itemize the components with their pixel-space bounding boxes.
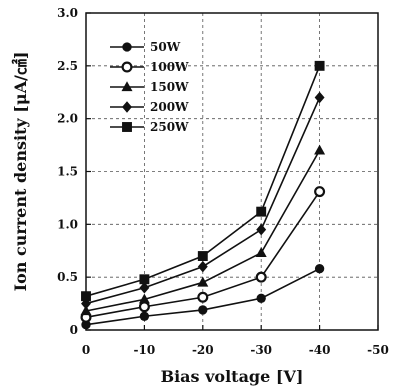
series-100w xyxy=(80,186,326,323)
y-tick-label: 2.5 xyxy=(57,59,78,73)
x-tick-label: -10 xyxy=(134,343,156,357)
legend-item-100w: 100W xyxy=(110,60,189,74)
legend: 50W 100W 150W 200W 250W xyxy=(110,40,189,134)
x-tick-label: -30 xyxy=(250,343,272,357)
data-point-diamond xyxy=(314,91,325,104)
legend-item-50w: 50W xyxy=(110,40,181,54)
legend-item-150w: 150W xyxy=(110,80,189,94)
y-tick-label: 1.5 xyxy=(57,165,78,179)
data-point-diamond xyxy=(122,101,132,113)
y-axis-title: Ion current density [μA/㎠] xyxy=(11,52,30,292)
series-250w xyxy=(81,60,325,302)
x-axis-title: Bias voltage [V] xyxy=(161,367,304,386)
data-point-triangle xyxy=(80,305,92,316)
legend-label: 250W xyxy=(150,120,189,134)
legend-item-200w: 200W xyxy=(110,100,189,114)
data-point-square xyxy=(81,291,91,302)
data-point-circle xyxy=(139,311,150,321)
x-tick-label: -50 xyxy=(367,343,389,357)
data-point-diamond xyxy=(197,260,208,273)
grid-lines xyxy=(86,13,378,330)
y-tick-label: 2.0 xyxy=(57,112,78,126)
y-tick-label: 0.5 xyxy=(57,270,78,284)
y-axis-ticks: 0 0.5 1.0 1.5 2.0 2.5 3.0 xyxy=(57,6,91,337)
legend-label: 150W xyxy=(150,80,189,94)
data-point-circle xyxy=(314,264,325,274)
data-point-circle xyxy=(122,42,132,52)
legend-label: 50W xyxy=(150,40,181,54)
x-tick-label: -20 xyxy=(192,343,214,357)
data-point-square xyxy=(139,274,150,285)
series-50w xyxy=(81,264,325,330)
y-tick-label: 3.0 xyxy=(57,6,78,20)
data-point-circle xyxy=(256,293,266,303)
data-point-open-circle xyxy=(255,271,267,283)
legend-label: 200W xyxy=(150,100,189,114)
data-point-open-circle xyxy=(197,291,209,303)
data-point-square xyxy=(122,122,132,132)
data-point-triangle xyxy=(197,276,209,287)
legend-item-250w: 250W xyxy=(110,120,189,134)
x-tick-label: 0 xyxy=(82,343,90,357)
data-point-circle xyxy=(81,320,91,330)
data-point-open-circle xyxy=(314,186,326,198)
data-point-open-circle xyxy=(121,61,133,73)
data-point-square xyxy=(197,251,208,261)
data-point-square xyxy=(256,206,267,217)
data-point-triangle xyxy=(138,293,150,304)
x-axis-ticks: 0 -10 -20 -30 -40 -50 xyxy=(82,325,389,357)
data-point-open-circle xyxy=(138,301,150,313)
data-point-diamond xyxy=(256,223,267,236)
legend-label: 100W xyxy=(150,60,189,74)
data-point-square xyxy=(314,60,325,71)
x-tick-label: -40 xyxy=(309,343,331,357)
data-point-triangle xyxy=(255,247,267,257)
y-tick-label: 0 xyxy=(70,323,78,337)
data-point-circle xyxy=(198,305,208,315)
series-150w xyxy=(80,144,326,316)
data-point-diamond xyxy=(139,281,150,294)
y-tick-label: 1.0 xyxy=(57,217,78,231)
series-layer xyxy=(80,60,326,330)
data-point-triangle xyxy=(121,81,133,92)
data-point-triangle xyxy=(314,144,326,155)
